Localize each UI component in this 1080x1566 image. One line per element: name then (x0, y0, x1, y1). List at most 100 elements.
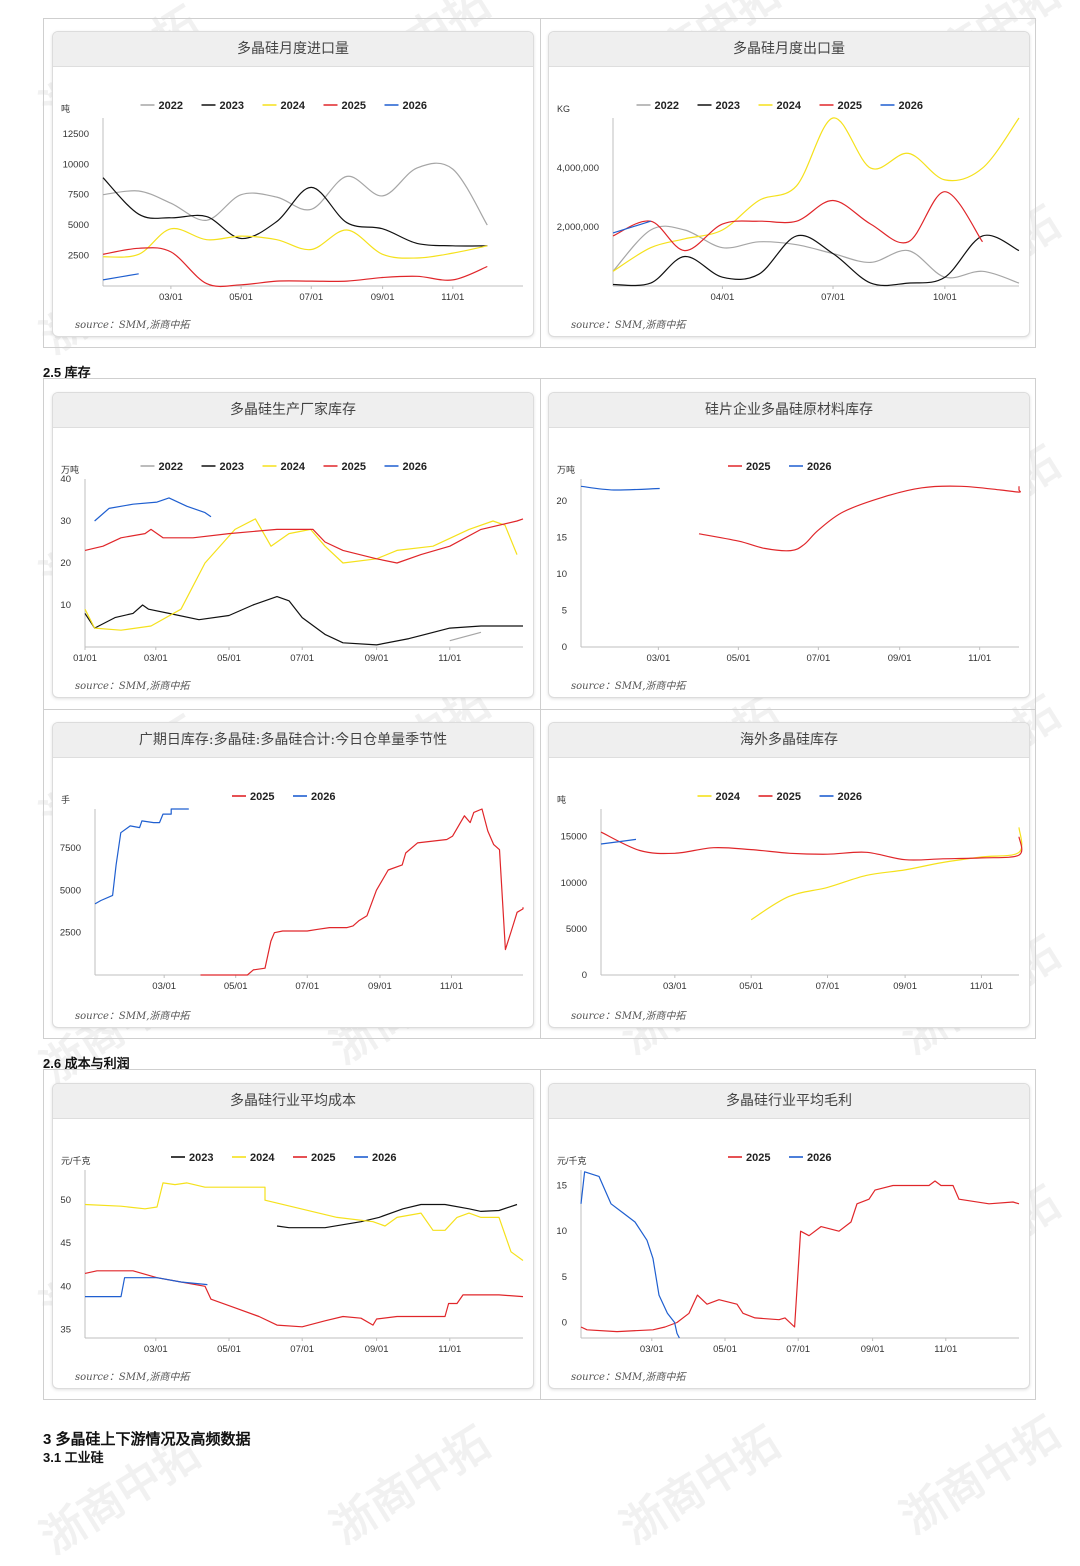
chart-title: 多晶硅月度进口量 (53, 32, 533, 67)
chart-title: 海外多晶硅库存 (549, 723, 1029, 758)
y-axis-unit: 万吨 (557, 464, 575, 475)
x-tick-label: 10/01 (933, 292, 957, 303)
x-tick-label: 03/01 (152, 981, 176, 992)
x-tick-label: 05/01 (726, 653, 750, 664)
y-tick-label: 15000 (561, 832, 587, 843)
x-tick-label: 07/01 (290, 653, 314, 664)
series-line-2025 (102, 247, 488, 288)
legend-label: 2022 (159, 100, 183, 112)
chart-panel-producer-inventory: 多晶硅生产厂家库存 万吨 10 20 30 40 01/01 03/01 05/01 07/01… (52, 392, 534, 698)
y-tick-label: 30 (60, 516, 71, 527)
chart-panel-overseas-inventory: 海外多晶硅库存 吨 0 5000 10000 15000 03/01 05/01 07/01 0… (548, 722, 1030, 1028)
x-tick-label: 09/01 (371, 292, 395, 303)
x-tick-label: 05/01 (217, 1344, 241, 1355)
series-line-2025 (600, 831, 1023, 861)
x-tick-label: 09/01 (888, 653, 912, 664)
x-tick-label: 09/01 (861, 1344, 885, 1355)
x-tick-label: 05/01 (713, 1344, 737, 1355)
x-tick-label: 04/01 (711, 292, 735, 303)
legend-label: 2026 (807, 461, 831, 473)
x-tick-label: 05/01 (739, 981, 763, 992)
y-tick-label: 50 (60, 1195, 71, 1206)
watermark-text: 浙商中拓 (892, 1407, 1069, 1545)
source-note: source：SMM,浙商中拓 (571, 320, 686, 331)
x-tick-label: 05/01 (217, 653, 241, 664)
y-tick-label: 10000 (561, 878, 587, 889)
y-tick-label: 40 (60, 1281, 71, 1292)
x-tick-label: 07/01 (816, 981, 840, 992)
series-line-2024 (84, 1182, 524, 1261)
legend-label: 2025 (746, 1152, 770, 1164)
x-tick-label: 07/01 (299, 292, 323, 303)
chart-import-volume: 吨 2500 5000 7500 10000 12500 03/01 05/01 07/01 09… (61, 100, 523, 303)
y-tick-label: 5000 (68, 220, 89, 231)
chart-export-volume: KG 2,000,000 4,000,000 04/01 07/01 10/01 2022 2… (557, 100, 1020, 303)
legend-label: 2024 (716, 791, 741, 803)
legend-label: 2026 (372, 1152, 396, 1164)
series-line-2026 (94, 808, 189, 905)
y-tick-label: 10 (556, 569, 567, 580)
series-line-2025 (84, 1270, 524, 1328)
legend-label: 2022 (159, 461, 183, 473)
series-line-2026 (580, 1171, 680, 1339)
y-tick-label: 40 (60, 474, 71, 485)
series-line-2024 (612, 117, 1020, 272)
chart-title: 多晶硅月度出口量 (549, 32, 1029, 67)
y-tick-label: 12500 (63, 129, 89, 140)
legend-label: 2024 (281, 461, 306, 473)
source-note: source：SMM,浙商中拓 (75, 1372, 190, 1383)
x-tick-label: 03/01 (663, 981, 687, 992)
chart-panel-import: 多晶硅月度进口量 吨 2500 5000 7500 10000 12500 03/01 05/… (52, 31, 534, 337)
x-tick-label: 11/01 (441, 292, 464, 303)
x-tick-label: 09/01 (365, 1344, 389, 1355)
section-heading-cost-profit: 2.6 成本与利润 (43, 1056, 130, 1071)
source-note: source：SMM,浙商中拓 (75, 1011, 190, 1022)
x-tick-label: 07/01 (821, 292, 845, 303)
x-tick-label: 03/01 (646, 653, 670, 664)
source-note: source：SMM,浙商中拓 (75, 320, 190, 331)
legend-label: 2023 (716, 100, 740, 112)
series-line-2026 (85, 1277, 208, 1298)
source-note: source：SMM,浙商中拓 (571, 1372, 686, 1383)
chart-producer-inventory: 万吨 10 20 30 40 01/01 03/01 05/01 07/01 09/01 11/01… (60, 461, 524, 664)
chart-panel-warehouse-receipts: 广期日库存:多晶硅:多晶硅合计:今日仓单量季节性 手 2500 5000 7500 03… (52, 722, 534, 1028)
x-tick-label: 11/01 (438, 1344, 461, 1355)
series-line-2026 (94, 497, 212, 522)
chart-warehouse-receipts: 手 2500 5000 7500 03/01 05/01 07/01 09/01 11/01 20… (60, 791, 524, 992)
x-tick-label: 07/01 (786, 1344, 810, 1355)
y-tick-label: 15 (556, 1181, 567, 1192)
chart-title: 多晶硅行业平均成本 (53, 1084, 533, 1119)
chart-title: 硅片企业多晶硅原材料库存 (549, 393, 1029, 428)
y-tick-label: 2500 (68, 251, 89, 262)
watermark-text: 浙商中拓 (612, 1417, 789, 1555)
chart-panel-export: 多晶硅月度出口量 KG 2,000,000 4,000,000 04/01 07/01 1… (548, 31, 1030, 337)
x-tick-label: 11/01 (934, 1344, 957, 1355)
y-tick-label: 2500 (60, 928, 81, 939)
legend-label: 2026 (838, 791, 862, 803)
y-tick-label: 0 (562, 642, 567, 653)
chart-average-cost: 元/千克 35 40 45 50 03/01 05/01 07/01 09/01 11/01 202… (60, 1152, 524, 1355)
series-line-2025 (612, 191, 983, 252)
x-tick-label: 09/01 (893, 981, 917, 992)
x-tick-label: 11/01 (438, 653, 461, 664)
x-tick-label: 03/01 (144, 1344, 168, 1355)
y-axis-unit: 手 (61, 794, 70, 805)
x-tick-label: 11/01 (968, 653, 991, 664)
chart-panel-average-margin: 多晶硅行业平均毛利 元/千克 0 5 10 15 03/01 05/01 07/01 09/01… (548, 1083, 1030, 1389)
y-tick-label: 0 (562, 1317, 567, 1328)
legend-label: 2024 (281, 100, 306, 112)
x-tick-label: 11/01 (970, 981, 993, 992)
legend-label: 2026 (311, 791, 335, 803)
series-line-2023 (276, 1203, 518, 1229)
chart-block-trade (43, 18, 1036, 348)
chart-panel-average-cost: 多晶硅行业平均成本 元/千克 35 40 45 50 03/01 05/01 07/01 09/… (52, 1083, 534, 1389)
x-tick-label: 03/01 (640, 1344, 664, 1355)
legend-label: 2022 (655, 100, 679, 112)
y-tick-label: 20 (60, 558, 71, 569)
chart-wafer-raw-inventory: 万吨 0 5 10 15 20 03/01 05/01 07/01 09/01 11/01 2025 2… (556, 461, 1021, 664)
series-line-2024 (750, 827, 1023, 921)
legend-label: 2026 (899, 100, 923, 112)
x-tick-label: 03/01 (144, 653, 168, 664)
y-tick-label: 0 (582, 970, 587, 981)
x-tick-label: 05/01 (229, 292, 253, 303)
